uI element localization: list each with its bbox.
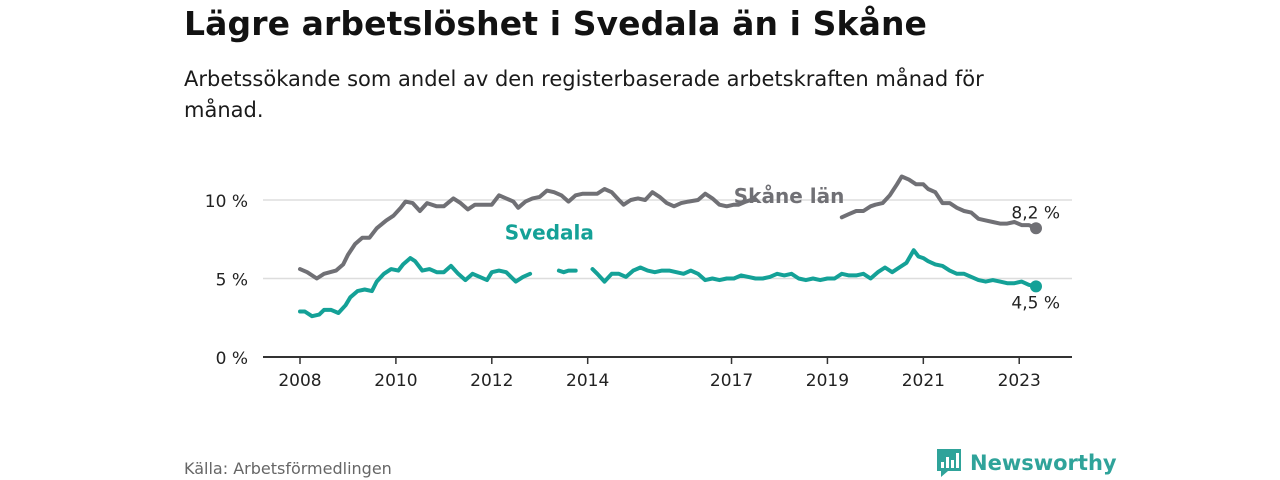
end-value-label: 4,5 % <box>1011 293 1060 313</box>
end-point-svedala <box>1030 280 1042 293</box>
series-name-label: Skåne län <box>734 184 845 208</box>
x-tick-label: 2019 <box>806 371 849 391</box>
brand-name: Newsworthy <box>970 451 1117 475</box>
y-tick-label: 5 % <box>216 271 248 291</box>
x-tick-label: 2012 <box>470 371 513 391</box>
chart-title: Lägre arbetslöshet i Svedala än i Skåne <box>184 4 928 43</box>
y-tick-label: 10 % <box>205 192 248 212</box>
x-tick-label: 2014 <box>566 371 609 391</box>
series-line-svedala <box>556 268 578 275</box>
annotations: 4,5 % 8,2 % Skåne län Svedala <box>505 184 1060 313</box>
newsworthy-logo-icon <box>937 449 961 477</box>
series-line-svedala <box>590 248 1038 289</box>
series-line-svedala <box>298 256 533 319</box>
x-tick-label: 2021 <box>902 371 945 391</box>
x-tick-label: 2017 <box>710 371 753 391</box>
y-tick-label: 0 % <box>216 349 248 369</box>
end-value-label: 8,2 % <box>1011 203 1060 223</box>
series-line-skane <box>839 174 1038 231</box>
x-tick-label: 2008 <box>278 371 321 391</box>
brand-logo[interactable]: Newsworthy <box>936 448 1117 478</box>
x-tick-label: 2023 <box>998 371 1041 391</box>
series-lines <box>298 174 1042 319</box>
end-point-skane <box>1030 222 1042 235</box>
series-line-skane <box>298 187 758 281</box>
series-name-label: Svedala <box>505 220 594 244</box>
chart-subtitle: Arbetssökande som andel av den registerb… <box>184 67 984 122</box>
x-axis: 2008 2010 2012 2014 2017 2019 2021 2023 <box>263 356 1072 391</box>
source-note: Källa: Arbetsförmedlingen <box>184 459 392 478</box>
grid: 0 % 5 % 10 % <box>205 192 1072 369</box>
x-tick-label: 2010 <box>374 371 417 391</box>
